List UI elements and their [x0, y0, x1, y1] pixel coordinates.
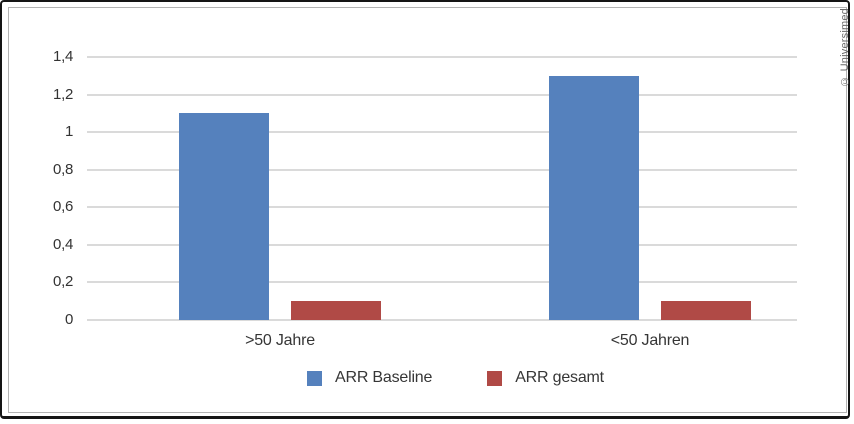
bar-arr-gesamt: [661, 300, 751, 320]
y-gridline: [87, 93, 797, 96]
y-axis-tick-label: 0: [64, 310, 73, 328]
y-gridline: [87, 131, 797, 133]
y-gridline: [87, 56, 797, 58]
bar-arr-baseline: [549, 75, 639, 320]
y-axis-tick-label: 1,4: [53, 48, 73, 65]
x-axis-category-label: >50 Jahre: [245, 332, 315, 349]
y-axis-tick-label: 0,2: [53, 273, 73, 290]
legend-item: ARR gesamt: [487, 369, 604, 387]
y-gridline: [87, 168, 797, 171]
legend-item: ARR Baseline: [307, 369, 432, 387]
y-axis-tick-label: 1: [64, 123, 73, 140]
x-axis-category-label: <50 Jahren: [610, 332, 690, 349]
y-axis-tick-label: 0,6: [53, 198, 73, 215]
legend-swatch-arr-baseline: [307, 370, 322, 386]
chart-legend: ARR Baseline ARR gesamt: [307, 369, 604, 387]
y-axis-tick-label: 0,8: [53, 160, 73, 178]
chart-border-box: [8, 7, 847, 413]
y-gridline: [87, 281, 797, 283]
legend-label: ARR gesamt: [515, 369, 604, 386]
copyright-credit: © Universimed: [839, 8, 851, 87]
legend-swatch-arr-gesamt: [487, 370, 503, 386]
y-axis-tick-label: 0,4: [53, 235, 73, 253]
y-axis-tick-label: 1,2: [53, 85, 73, 103]
legend-label: ARR Baseline: [335, 369, 433, 386]
y-gridline: [87, 318, 797, 321]
y-gridline: [87, 206, 797, 208]
bar-arr-gesamt: [291, 300, 381, 320]
y-gridline: [87, 243, 797, 246]
bar-arr-baseline: [179, 113, 269, 320]
